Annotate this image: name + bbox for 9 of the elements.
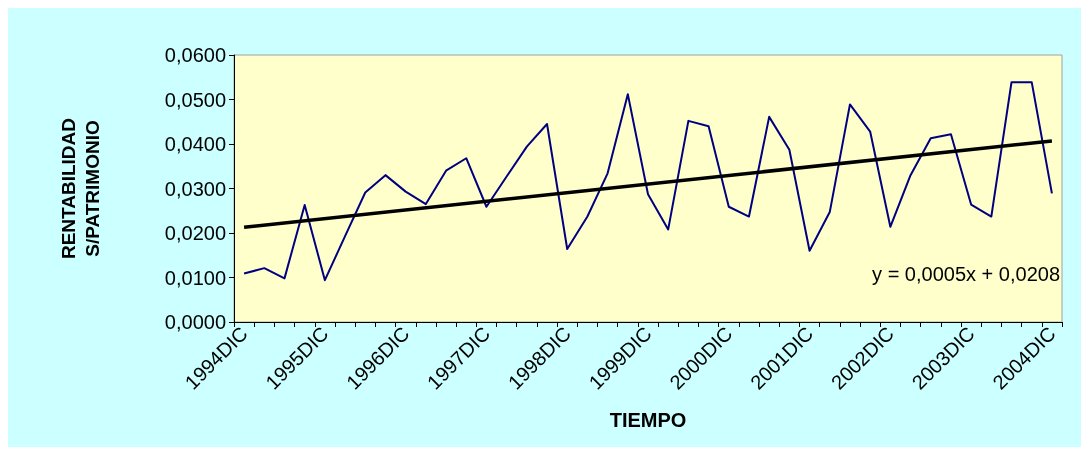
y-tick-label: 0,0400 xyxy=(164,133,226,155)
y-axis-title: RENTABILIDAD S/PATRIMONIO xyxy=(57,117,103,260)
y-tick-label: 0,0600 xyxy=(164,44,226,66)
y-tick-label: 0,0200 xyxy=(164,222,226,244)
y-tick-label: 0,0300 xyxy=(164,177,226,200)
y-tick-label: 0,0500 xyxy=(164,88,226,111)
annotation: y = 0,0005x + 0,0208 xyxy=(872,263,1061,285)
x-axis-title: TIEMPO xyxy=(609,409,687,431)
y-tick-label: 0,0100 xyxy=(164,266,226,289)
